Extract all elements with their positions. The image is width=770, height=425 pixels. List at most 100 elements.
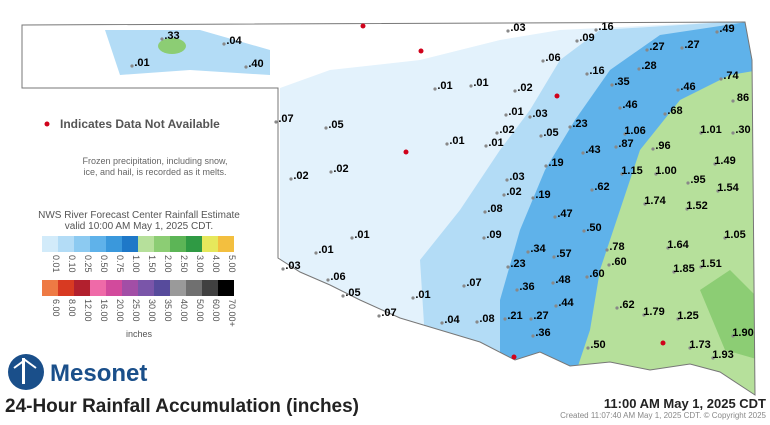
station-dot <box>731 99 735 103</box>
station-value: .02 <box>333 163 348 175</box>
station-dot <box>341 294 345 298</box>
station-dot <box>475 320 479 324</box>
station-dot <box>411 296 415 300</box>
scale-label: 8.00 <box>67 299 77 317</box>
station-dot <box>274 120 278 124</box>
station-value: 1.54 <box>717 182 739 194</box>
scale-label: 12.00 <box>83 299 93 322</box>
station-dot <box>711 356 715 360</box>
station-dot <box>607 263 611 267</box>
scale-label: 0.75 <box>115 255 125 273</box>
station-value: .01 <box>318 244 333 256</box>
scale-label: 2.00 <box>163 255 173 273</box>
station-dot <box>618 106 622 110</box>
station-dot <box>676 317 680 321</box>
scale-swatch <box>218 280 234 296</box>
station-dot <box>685 207 689 211</box>
station-value: .36 <box>535 327 550 339</box>
station-dot <box>483 210 487 214</box>
station-value: .01 <box>508 106 523 118</box>
station-dot <box>575 39 579 43</box>
station-dot <box>643 202 647 206</box>
station-value: .50 <box>586 222 601 234</box>
station-value: .47 <box>557 208 572 220</box>
station-value: .07 <box>466 277 481 289</box>
station-value: .19 <box>548 157 563 169</box>
station-value: .01 <box>488 137 503 149</box>
station-dot <box>688 346 692 350</box>
scale-label: 0.50 <box>99 255 109 273</box>
station-dot <box>552 255 556 259</box>
station-dot <box>676 88 680 92</box>
station-dot <box>462 284 466 288</box>
station-value: .43 <box>585 144 600 156</box>
scale-swatch <box>122 280 138 296</box>
station-dot <box>651 147 655 151</box>
station-value: .95 <box>690 174 705 186</box>
station-value: .74 <box>723 70 739 82</box>
station-value: .57 <box>556 248 571 260</box>
station-dot <box>586 346 590 350</box>
station-value: .27 <box>649 41 664 53</box>
station-dot <box>289 177 293 181</box>
scale-swatch <box>106 280 122 296</box>
station-value: .60 <box>611 256 626 268</box>
scale-label: 35.00 <box>163 299 173 322</box>
scale-swatch <box>90 236 106 252</box>
station-dot <box>620 172 624 176</box>
station-dot <box>377 314 381 318</box>
station-dot <box>531 196 535 200</box>
station-dot <box>623 132 627 136</box>
station-dot <box>324 126 328 130</box>
station-value: 1.64 <box>667 239 689 251</box>
station-value: .08 <box>487 203 502 215</box>
scale-label: 1.00 <box>131 255 141 273</box>
scale-swatch <box>42 236 58 252</box>
station-value: 1.06 <box>624 125 645 137</box>
station-value: 1.51 <box>700 258 721 270</box>
station-dot <box>484 144 488 148</box>
scale-label: 25.00 <box>131 299 141 322</box>
scale-swatch <box>154 280 170 296</box>
scale-swatch <box>170 236 186 252</box>
station-value: .28 <box>641 60 656 72</box>
scale-label: 0.10 <box>67 255 77 273</box>
scale-swatch <box>122 236 138 252</box>
station-dot <box>663 112 667 116</box>
station-value: .87 <box>618 138 633 150</box>
scale-swatch <box>218 236 234 252</box>
station-value: .19 <box>535 189 550 201</box>
station-dot <box>526 250 530 254</box>
scale-label: 0.01 <box>51 255 61 273</box>
frozen-note: Frozen precipitation, including snow, ic… <box>82 156 228 177</box>
logo-text: Mesonet <box>50 360 147 387</box>
station-dot <box>503 317 507 321</box>
station-value: .01 <box>437 80 452 92</box>
scale-swatch <box>186 280 202 296</box>
station-value: .60 <box>589 268 604 280</box>
scale-swatch <box>202 236 218 252</box>
station-dot <box>505 178 509 182</box>
station-dot <box>716 189 720 193</box>
station-dot <box>495 131 499 135</box>
station-dot <box>502 193 506 197</box>
station-value: .08 <box>479 313 494 325</box>
station-dot <box>654 172 658 176</box>
station-dot <box>614 145 618 149</box>
scale-swatch <box>138 280 154 296</box>
scale-label: 30.00 <box>147 299 157 322</box>
scale-label: 3.00 <box>195 255 205 273</box>
station-dot <box>637 67 641 71</box>
station-value: .06 <box>545 52 560 64</box>
station-value: .04 <box>444 314 460 326</box>
scale-swatch <box>154 236 170 252</box>
station-value: .23 <box>510 258 525 270</box>
station-value: 1.25 <box>677 310 698 322</box>
scale-label: 5.00 <box>227 255 237 273</box>
station-dot <box>539 134 543 138</box>
station-value: 1.00 <box>655 165 676 177</box>
station-value: .01 <box>134 57 149 69</box>
station-dot <box>506 265 510 269</box>
logo: Mesonet <box>8 354 147 390</box>
scale-swatch <box>202 280 218 296</box>
